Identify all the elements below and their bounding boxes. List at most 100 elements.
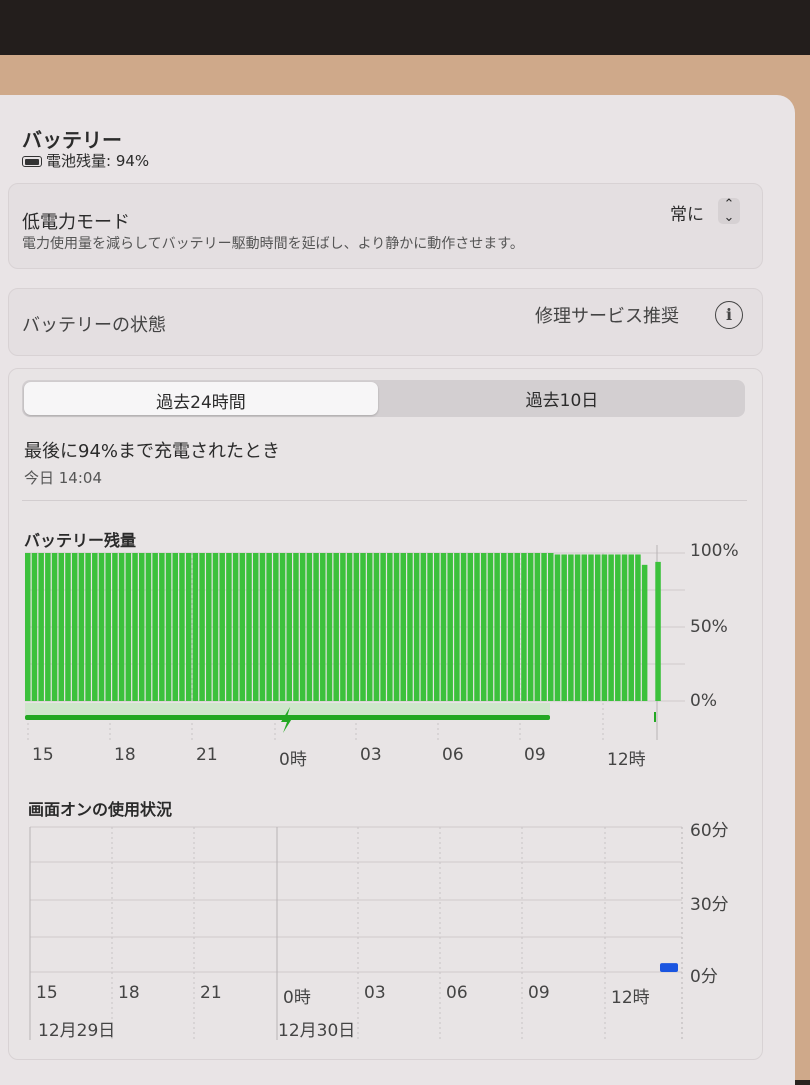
period-segmented-control: 過去24時間 過去10日	[22, 380, 745, 417]
battery-bar	[212, 553, 219, 701]
battery-bar	[420, 553, 427, 701]
low-power-description: 電力使用量を減らしてバッテリー駆動時間を延ばし、より静かに動作させます。	[22, 236, 524, 252]
battery-bar	[554, 554, 561, 701]
battery-health-value: 修理サービス推奨	[535, 306, 679, 327]
usage-x-tick: 21	[200, 983, 222, 1003]
battery-bar	[534, 553, 541, 701]
usage-x-tick: 09	[528, 983, 550, 1003]
battery-bar	[172, 553, 179, 701]
divider	[22, 500, 747, 501]
battery-x-tick: 21	[196, 745, 218, 765]
battery-bar	[98, 553, 105, 701]
battery-bar	[266, 553, 272, 701]
low-power-label: 低電力モード	[22, 212, 130, 233]
battery-bar	[71, 553, 78, 701]
battery-bar	[125, 553, 132, 701]
battery-bar	[480, 553, 487, 701]
charging-band	[25, 703, 550, 715]
battery-bar	[353, 553, 360, 701]
battery-bar	[333, 553, 339, 701]
battery-bar	[393, 553, 400, 701]
battery-bar	[38, 553, 44, 701]
battery-x-tick: 09	[524, 745, 546, 765]
info-icon[interactable]: i	[715, 301, 743, 329]
battery-bar	[273, 553, 279, 701]
battery-bar	[320, 553, 326, 701]
battery-bar	[548, 553, 554, 701]
battery-bar	[65, 553, 71, 701]
battery-y-tick: 50%	[690, 617, 728, 637]
battery-bar	[299, 553, 306, 701]
charging-bolt-icon	[281, 707, 293, 733]
battery-bar	[219, 553, 225, 701]
usage-date-label: 12月30日	[278, 1021, 356, 1041]
usage-x-tick: 12時	[611, 988, 650, 1008]
battery-bar	[185, 553, 192, 701]
battery-bar	[159, 553, 165, 701]
usage-date-label: 12月29日	[38, 1021, 116, 1041]
battery-bar	[467, 553, 474, 701]
battery-bar	[31, 553, 38, 701]
battery-bar	[112, 553, 118, 701]
battery-bar	[246, 553, 252, 701]
battery-bar	[145, 553, 152, 701]
battery-health-card	[8, 288, 763, 356]
battery-bar	[326, 553, 333, 701]
battery-bar	[501, 553, 507, 701]
battery-bar	[588, 554, 594, 701]
battery-bar	[427, 553, 433, 701]
battery-x-tick: 03	[360, 745, 382, 765]
battery-bar	[380, 553, 386, 701]
battery-bar	[527, 553, 534, 701]
battery-bar	[494, 553, 500, 701]
battery-bar	[601, 554, 608, 701]
usage-x-tick: 03	[364, 983, 386, 1003]
battery-bar	[206, 553, 212, 701]
battery-bar	[239, 553, 246, 701]
battery-bar	[118, 553, 125, 701]
battery-bar	[574, 554, 581, 701]
battery-bar	[78, 553, 85, 701]
battery-x-tick: 06	[442, 745, 464, 765]
battery-bar	[521, 553, 527, 701]
last-charge-title: 最後に94%まで充電されたとき	[24, 441, 281, 462]
battery-bar	[628, 554, 634, 701]
battery-bar	[655, 561, 661, 701]
battery-chart-title: バッテリー残量	[24, 531, 137, 550]
battery-bar	[366, 553, 373, 701]
battery-x-tick: 12時	[607, 750, 646, 770]
battery-bar	[85, 553, 91, 701]
battery-bar	[313, 553, 319, 701]
battery-bar	[635, 554, 641, 701]
battery-bar	[594, 554, 601, 701]
battery-bar	[92, 553, 98, 701]
battery-bar	[487, 553, 494, 701]
battery-bar	[259, 553, 266, 701]
battery-x-tick: 15	[32, 745, 54, 765]
tab-24h[interactable]	[24, 382, 378, 415]
battery-x-tick: 0時	[279, 750, 307, 770]
battery-bar	[152, 553, 158, 701]
battery-y-tick: 0%	[690, 691, 717, 711]
battery-bar	[447, 553, 453, 701]
tab-10d[interactable]: 過去10日	[525, 391, 599, 411]
battery-bar	[507, 553, 514, 701]
battery-bar	[387, 553, 393, 701]
battery-bar	[58, 553, 65, 701]
battery-bar	[474, 553, 480, 701]
battery-bar	[252, 553, 259, 701]
battery-bar	[179, 553, 185, 701]
battery-icon	[22, 156, 42, 167]
battery-bar	[641, 564, 648, 701]
battery-bar	[615, 554, 621, 701]
battery-bar	[45, 553, 51, 701]
low-power-card	[8, 183, 763, 269]
usage-y-tick: 30分	[690, 895, 729, 915]
low-power-value: 常に	[670, 205, 704, 225]
battery-bar	[373, 553, 380, 701]
battery-bar	[279, 553, 286, 701]
battery-bar	[138, 553, 145, 701]
usage-y-tick: 60分	[690, 821, 729, 841]
battery-bar	[199, 553, 205, 701]
